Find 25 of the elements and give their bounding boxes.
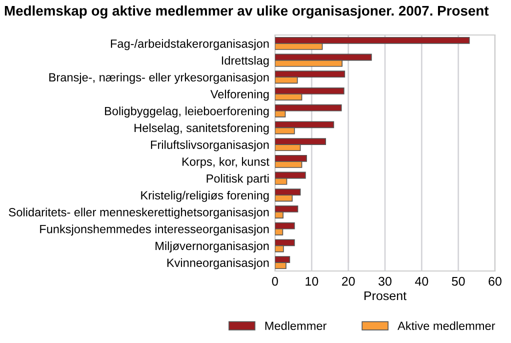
- y-tick-label: Solidaritets- eller menneskerettighetsorganisasjon: [8, 208, 269, 219]
- y-tick-label: Bransje-, nærings- eller yrkesorganisasjon: [49, 72, 269, 84]
- x-tick-label: 30: [378, 276, 392, 286]
- y-tick-label: Kvinneorganisasjon: [167, 258, 269, 270]
- x-tick-label: 10: [306, 276, 318, 286]
- y-tick-label: Boligbyggelag, leieboerforening: [105, 106, 269, 118]
- y-tick-label: Velforening: [210, 90, 269, 101]
- y-tick-label: Miljøvernorganisasjon: [156, 241, 269, 252]
- x-tick-label: 60: [488, 276, 502, 286]
- y-tick-label: Helselag, sanitetsforening: [134, 123, 269, 134]
- x-tick-label: 0: [272, 276, 278, 286]
- y-tick-label: Politisk parti: [206, 174, 269, 186]
- chart-title: Medlemskap og aktive medlemmer av ulike organisasjoner. 2007. Prosent: [4, 5, 489, 19]
- x-axis-title: Prosent: [364, 291, 406, 300]
- y-tick-label: Funksjonshemmedes interesseorganisasjon: [40, 224, 269, 236]
- y-tick-label: Idrettslag: [222, 56, 269, 68]
- x-tick-label: 20: [342, 276, 355, 286]
- x-tick-label: 40: [415, 276, 428, 286]
- y-tick-label: Kristelig/religiøs forening: [141, 190, 269, 202]
- y-tick-label: Korps, kor, kunst: [182, 157, 270, 168]
- x-tick-label: 50: [452, 276, 465, 286]
- y-tick-label: Friluftslivsorganisasjon: [151, 140, 269, 152]
- y-tick-label: Fag-/arbeidstakerorganisasjon: [110, 39, 269, 50]
- legend-label: Aktive medlemmer: [398, 321, 496, 330]
- legend-label: Medlemmer: [265, 321, 326, 330]
